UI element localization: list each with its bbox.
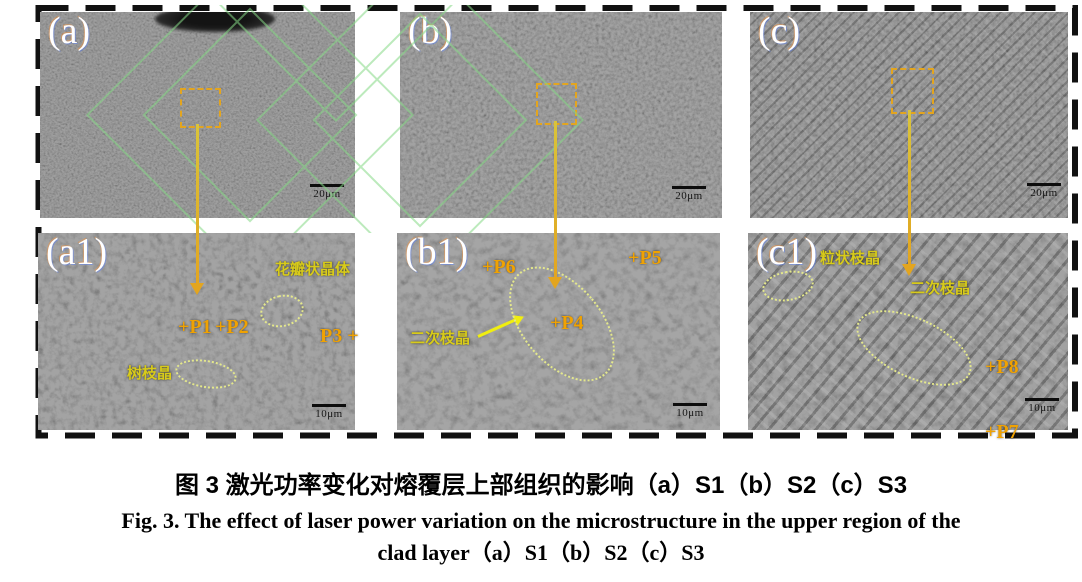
annotation-p3: P3 + [320,325,359,347]
roi-box-c [891,68,934,114]
scale-bar-line [673,403,707,406]
magnify-arrowhead-b [548,277,562,289]
scale-bar-label: 10μm [676,407,704,419]
scale-bar-label: 10μm [1028,402,1056,414]
panel-label-c1: (c1) [756,231,818,273]
panel-label-c: (c) [758,10,801,52]
annotation-petal-crystal: 花瓣状晶体 [275,261,351,278]
sem-panel-b1: (b1) +P6 +P5 +P4 二次枝晶 10μm [397,231,720,430]
annotation-p5: +P5 [628,247,662,269]
scale-bar-label: 20μm [313,188,341,200]
panel-label-b: (b) [408,10,453,52]
scale-bar-line [310,184,344,187]
scale-bar-c: 20μm [1021,183,1067,199]
scale-bar-b1: 10μm [667,403,713,419]
scale-bar-line [1027,183,1061,186]
roi-box-a [180,88,221,128]
annotation-p2: +P2 [215,316,249,338]
magnify-arrow-a [196,124,199,284]
scale-bar-b: 20μm [666,186,712,202]
scale-bar-c1: 10μm [1019,398,1065,414]
scale-bar-line [312,404,346,407]
magnify-arrow-b [554,121,557,278]
annotation-p8: +P8 [985,356,1019,378]
caption-chinese: 图 3 激光功率变化对熔覆层上部组织的影响（a）S1（b）S2（c）S3 [174,472,908,499]
scale-bar-a1: 10μm [306,404,352,420]
panel-label-b1: (b1) [405,231,469,273]
annotation-secondary-dendrite: 二次枝晶 [410,330,471,347]
scale-bar-line [672,186,706,189]
scale-bar-label: 10μm [315,408,343,420]
scale-bar-label: 20μm [675,190,703,202]
magnify-arrowhead-a [190,283,204,295]
panel-label-a: (a) [48,10,91,52]
magnify-arrow-c [908,110,911,265]
scale-bar-label: 20μm [1030,187,1058,199]
sem-panel-b: (b) 20μm [400,10,722,218]
annotation-dendrite: 树枝晶 [127,365,173,382]
scale-bar-a: 20μm [304,184,350,200]
annotation-granular-dendrite: 粒状枝晶 [820,250,881,267]
annotation-p7: +P7 [985,421,1019,443]
annotation-p1: +P1 [178,316,212,338]
caption-english-line2: clad layer（a）S1（b）S2（c）S3 [377,540,705,565]
scale-bar-line [1025,398,1059,401]
panel-label-a1: (a1) [46,231,108,273]
roi-box-b [536,83,577,125]
annotation-secondary-dendrite: 二次枝晶 [910,280,971,297]
annotation-p6: +P6 [482,256,516,278]
magnify-arrowhead-c [902,264,916,276]
caption-english-line1: Fig. 3. The effect of laser power variat… [121,508,961,533]
